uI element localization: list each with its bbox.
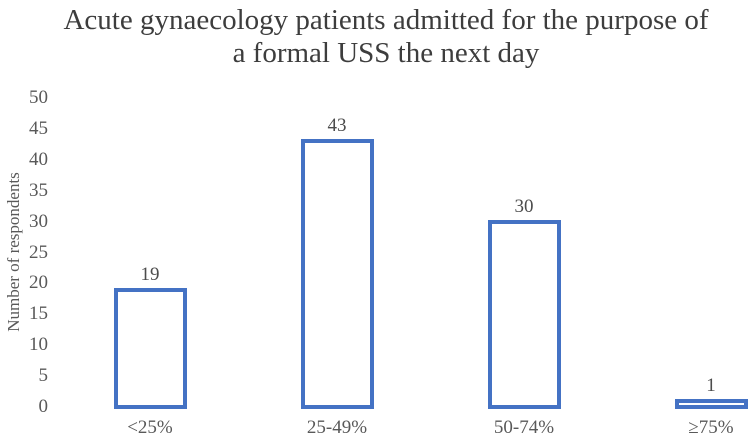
- y-tick-label: 35: [29, 179, 48, 201]
- bar: [674, 398, 748, 409]
- bar: [300, 139, 374, 409]
- x-category-label: 25-49%: [306, 417, 368, 438]
- bar-value-label: 30: [514, 195, 534, 217]
- bar-value-label: 43: [327, 115, 347, 137]
- y-tick-label: 10: [29, 334, 48, 356]
- x-category-label: <25%: [127, 417, 173, 438]
- bar: [113, 287, 187, 409]
- x-category-label: 50-74%: [493, 417, 555, 438]
- y-tick-label: 20: [29, 272, 48, 294]
- y-tick-label: 40: [29, 148, 48, 170]
- x-category-label: ≥75%: [688, 417, 734, 438]
- bar: [487, 219, 561, 409]
- y-tick-label: 25: [29, 241, 48, 263]
- y-tick-label: 0: [38, 396, 49, 417]
- y-tick-label: 50: [29, 87, 48, 108]
- y-tick-label: 15: [29, 303, 48, 325]
- bar-value-label: 19: [140, 263, 160, 285]
- bar-value-label: 1: [706, 374, 716, 396]
- y-tick-label: 5: [38, 365, 49, 387]
- y-tick-label: 45: [29, 117, 48, 139]
- y-tick-label: 30: [29, 210, 48, 232]
- chart-title: Acute gynaecology patients admitted for …: [63, 4, 709, 69]
